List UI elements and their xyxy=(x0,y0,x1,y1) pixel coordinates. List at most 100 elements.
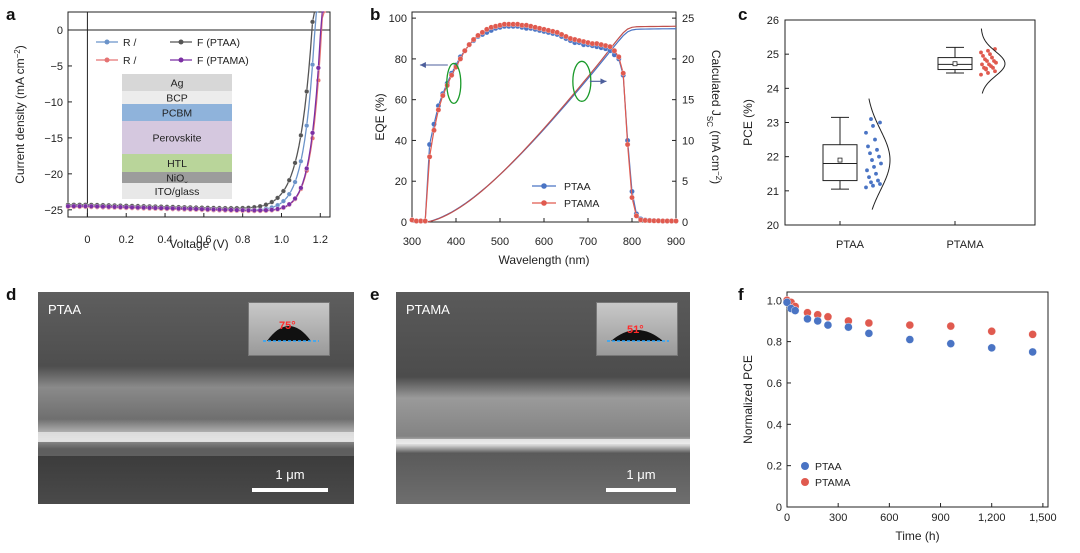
jv-data-point xyxy=(71,203,77,209)
device-layer xyxy=(122,172,232,183)
x-tick-label: PTAA xyxy=(836,239,865,251)
eqe-series-line xyxy=(411,23,676,222)
y-tick-label: 0.2 xyxy=(767,461,782,473)
y-tick-label: 80 xyxy=(395,54,407,66)
eqe-data-point xyxy=(426,154,433,160)
y-axis-label: EQE (%) xyxy=(373,93,387,140)
stability-data-point xyxy=(813,316,822,326)
jsc-integrated-line xyxy=(411,28,677,223)
device-layer-name: ITO/glass xyxy=(155,186,200,198)
pce-data-point xyxy=(992,59,996,63)
pce-data-point xyxy=(876,178,880,183)
stability-data-point xyxy=(946,321,955,331)
jv-data-point xyxy=(310,130,315,136)
pce-data-point xyxy=(872,165,876,169)
box-mean xyxy=(952,61,958,67)
jv-data-point xyxy=(112,204,118,210)
jv-data-point xyxy=(240,207,246,213)
stability-chart: 0 300 600 900 1,200 1,500 0 0.2 0.4 0.6 0.8 1.0 Time… xyxy=(741,291,1057,543)
pce-data-point xyxy=(986,48,990,53)
stability-data-point xyxy=(864,318,874,328)
x-axis-label: Voltage (V) xyxy=(169,237,228,251)
eqe-data-point xyxy=(466,41,472,48)
eqe-data-point xyxy=(457,56,464,62)
box-iqr xyxy=(822,144,858,182)
eqe-data-point xyxy=(673,218,679,224)
legend-label: PTAA xyxy=(815,461,842,473)
y-tick-label: 22 xyxy=(767,152,779,164)
legend-marker xyxy=(541,183,547,189)
x-tick-label: 0.8 xyxy=(235,234,250,246)
y-tick-label: 20 xyxy=(395,176,407,188)
legend-marker xyxy=(801,478,809,486)
legend-label: F (PTAMA) xyxy=(197,55,249,67)
jv-data-point xyxy=(315,65,321,71)
jv-data-point xyxy=(123,204,129,210)
droplet-icon xyxy=(607,330,669,342)
jv-data-point xyxy=(135,205,141,210)
device-layer xyxy=(122,121,232,154)
device-layer-label: BCP xyxy=(166,93,188,105)
x-tick-label: 900 xyxy=(667,236,685,248)
panel-label-a: a xyxy=(6,5,16,24)
jv-data-point xyxy=(310,62,315,68)
x-tick-label: PTAMA xyxy=(946,239,984,251)
jv-data-point xyxy=(170,205,176,211)
pce-data-point xyxy=(864,185,868,190)
jv-data-point xyxy=(211,207,217,212)
device-layer xyxy=(122,154,232,172)
y2-axis-label-sub: SC xyxy=(706,116,715,127)
droplet-icon xyxy=(263,326,319,342)
y-tick-label: −10 xyxy=(44,97,63,109)
y-axis-label-main: Current density (mA cm xyxy=(13,58,27,183)
jsc-integrated-line xyxy=(411,25,677,223)
eqe-data-point xyxy=(431,127,437,134)
panel-label-d: d xyxy=(6,285,16,304)
legend-label: R / xyxy=(123,55,137,67)
highlight-ellipse-left xyxy=(446,62,462,105)
y-tick-label: 0.6 xyxy=(767,378,782,390)
eqe-data-point xyxy=(616,54,622,60)
jv-data-point xyxy=(292,179,298,185)
jv-data-point xyxy=(280,198,286,204)
x-tick-label: 800 xyxy=(623,236,641,248)
y-tick-label: 40 xyxy=(395,135,407,147)
jv-data-point xyxy=(129,204,135,210)
jv-data-point xyxy=(199,206,205,212)
legend-label: PTAMA xyxy=(815,477,850,489)
sem-image-ptaa: PTAA 75° 1 μm xyxy=(38,292,354,504)
pce-data-point xyxy=(988,52,992,57)
y-tick-label: −5 xyxy=(50,61,63,73)
jv-data-point xyxy=(141,205,147,211)
y-axis-label: PCE (%) xyxy=(741,99,755,146)
jv-data-point xyxy=(251,207,257,213)
jv-data-point xyxy=(263,202,269,208)
jv-data-point xyxy=(100,204,106,210)
device-layer xyxy=(122,74,232,91)
eqe-data-point xyxy=(448,72,455,78)
device-layer xyxy=(122,183,232,199)
pce-data-point xyxy=(983,57,987,62)
contact-angle-inset-ptama: 51° xyxy=(596,302,678,356)
stability-data-point xyxy=(803,314,812,324)
legend-label: PTAMA xyxy=(564,198,599,210)
jv-data-point xyxy=(286,201,292,207)
legend-label: F (PTAA) xyxy=(197,37,240,49)
jv-data-point xyxy=(147,205,152,211)
y-tick-label: 25 xyxy=(767,49,779,61)
pce-data-point xyxy=(871,183,875,188)
pce-data-point xyxy=(979,72,983,77)
device-layer-name: HTL xyxy=(167,158,187,170)
pce-data-point xyxy=(878,182,882,186)
stability-data-point xyxy=(823,320,833,330)
stability-data-point xyxy=(905,335,915,344)
x-axis-label: Time (h) xyxy=(895,529,939,543)
jv-data-point xyxy=(176,206,182,212)
legend-marker xyxy=(104,57,110,63)
stability-data-point xyxy=(844,322,853,332)
x-tick-label: 600 xyxy=(535,236,553,248)
jv-data-point xyxy=(304,123,310,129)
jv-data-point xyxy=(263,207,269,213)
jv-data-point xyxy=(228,207,234,213)
jv-data-point xyxy=(269,199,275,205)
